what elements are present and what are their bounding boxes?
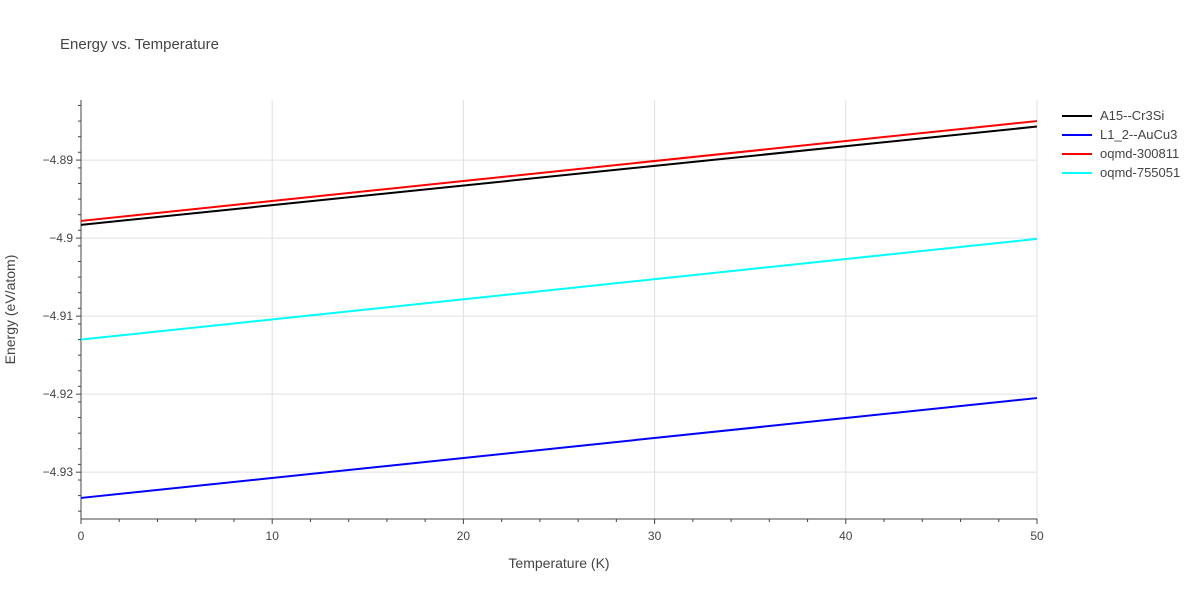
legend-item[interactable]: A15--Cr3Si	[1062, 106, 1180, 125]
legend-item[interactable]: oqmd-300811	[1062, 144, 1180, 163]
series-line-oqmd-755051[interactable]	[80, 237, 1038, 341]
legend: A15--Cr3Si L1_2--AuCu3 oqmd-300811 oqmd-755…	[1062, 106, 1180, 182]
x-axis-title: Temperature (K)	[508, 555, 609, 571]
x-tick-label: 20	[457, 529, 471, 543]
y-tick-label: −4.9	[49, 231, 73, 245]
x-tick-label: 30	[648, 529, 662, 543]
y-axis-title: Energy (eV/atom)	[2, 255, 18, 365]
legend-swatch	[1062, 133, 1092, 136]
legend-swatch	[1062, 114, 1092, 117]
y-tick-label: −4.93	[43, 465, 74, 479]
y-tick-label: −4.92	[43, 387, 74, 401]
series-line-oqmd-300811[interactable]	[80, 120, 1038, 222]
series-line-L1_2--AuCu3[interactable]	[80, 397, 1038, 499]
legend-swatch	[1062, 171, 1092, 174]
y-tick-label: −4.89	[43, 153, 74, 167]
y-tick-label: −4.91	[43, 309, 74, 323]
series-line-A15--Cr3Si[interactable]	[80, 125, 1038, 226]
x-tick-label: 10	[266, 529, 280, 543]
legend-label: oqmd-300811	[1100, 146, 1180, 161]
legend-swatch	[1062, 152, 1092, 155]
legend-item[interactable]: L1_2--AuCu3	[1062, 125, 1180, 144]
x-tick-label: 40	[839, 529, 853, 543]
x-tick-label: 50	[1030, 529, 1044, 543]
legend-label: A15--Cr3Si	[1100, 108, 1165, 123]
legend-label: oqmd-755051	[1100, 165, 1181, 180]
x-tick-label: 0	[78, 529, 85, 543]
legend-label: L1_2--AuCu3	[1100, 127, 1178, 142]
chart-title: Energy vs. Temperature	[60, 36, 219, 53]
legend-item[interactable]: oqmd-755051	[1062, 163, 1180, 182]
